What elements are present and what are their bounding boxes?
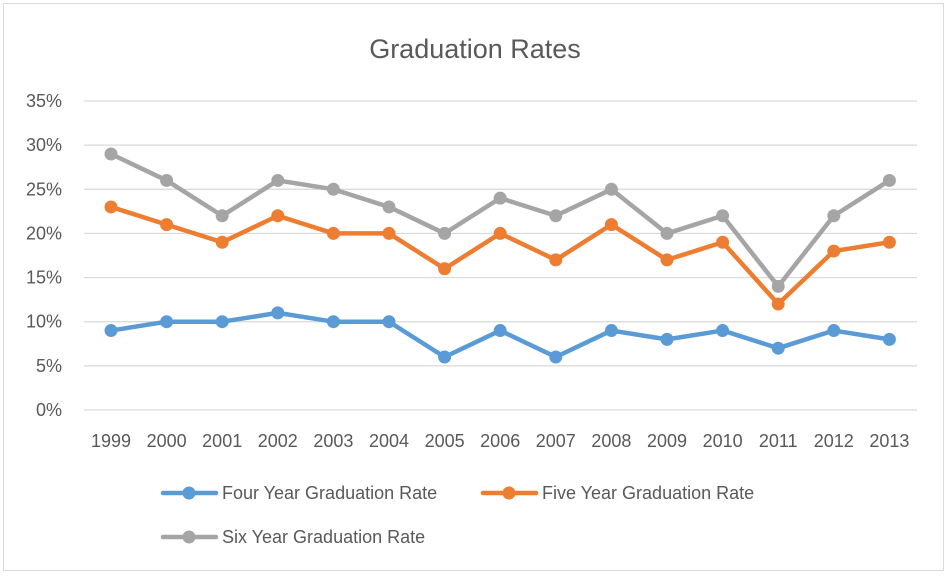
legend: Four Year Graduation Rate Five Year Gradu… xyxy=(160,483,754,547)
data-point xyxy=(271,173,285,187)
x-tick-label: 2012 xyxy=(814,431,854,451)
y-tick-label: 35% xyxy=(26,91,62,111)
data-point xyxy=(215,209,229,223)
data-point xyxy=(604,218,618,232)
data-point xyxy=(104,324,118,338)
data-point xyxy=(438,262,452,276)
data-point xyxy=(382,315,396,329)
data-point xyxy=(771,279,785,293)
data-point xyxy=(493,191,507,205)
x-tick-label: 2007 xyxy=(536,431,576,451)
x-tick-label: 2001 xyxy=(202,431,242,451)
data-point xyxy=(326,226,340,240)
x-tick-label: 1999 xyxy=(91,431,131,451)
chart-title: Graduation Rates xyxy=(369,34,581,64)
x-tick-label: 2008 xyxy=(591,431,631,451)
grid xyxy=(84,100,917,411)
x-tick-label: 2009 xyxy=(647,431,687,451)
data-point xyxy=(160,315,174,329)
data-point xyxy=(604,324,618,338)
x-tick-label: 2011 xyxy=(759,431,798,451)
data-point xyxy=(160,218,174,232)
data-point xyxy=(827,244,841,258)
data-point xyxy=(660,332,674,346)
series-3 xyxy=(104,147,896,293)
data-point xyxy=(215,235,229,249)
y-tick-label: 5% xyxy=(36,356,62,376)
y-axis-ticks: 0% 5% 10% 15% 20% 25% 30% 35% xyxy=(26,91,62,420)
data-point xyxy=(827,209,841,223)
data-point xyxy=(104,147,118,161)
x-tick-label: 2002 xyxy=(258,431,298,451)
x-tick-label: 2000 xyxy=(147,431,187,451)
data-point xyxy=(882,235,896,249)
data-point xyxy=(660,253,674,267)
x-tick-label: 2004 xyxy=(369,431,409,451)
data-point xyxy=(771,297,785,311)
x-axis-ticks: 1999 2000 2001 2002 2003 2004 2005 2006 2007 2008… xyxy=(91,431,909,451)
series-line xyxy=(108,151,892,289)
data-point xyxy=(716,324,730,338)
data-point xyxy=(549,253,563,267)
series-2 xyxy=(104,200,896,311)
legend-swatch-marker xyxy=(502,486,516,500)
x-tick-label: 2003 xyxy=(313,431,353,451)
data-point xyxy=(771,341,785,355)
y-tick-label: 25% xyxy=(26,179,62,199)
data-point xyxy=(549,350,563,364)
legend-swatch-marker xyxy=(182,530,196,544)
data-point xyxy=(215,315,229,329)
x-tick-label: 2005 xyxy=(425,431,465,451)
legend-item: Four Year Graduation Rate xyxy=(160,483,437,503)
data-point xyxy=(326,315,340,329)
data-point xyxy=(271,209,285,223)
series-layer xyxy=(104,147,896,364)
data-point xyxy=(493,226,507,240)
data-point xyxy=(716,209,730,223)
legend-item: Six Year Graduation Rate xyxy=(160,527,425,547)
data-point xyxy=(382,200,396,214)
data-point xyxy=(604,182,618,196)
x-tick-label: 2006 xyxy=(480,431,520,451)
data-point xyxy=(827,324,841,338)
data-point xyxy=(382,226,396,240)
data-point xyxy=(549,209,563,223)
chart-frame xyxy=(3,3,944,571)
y-tick-label: 20% xyxy=(26,223,62,243)
data-point xyxy=(438,226,452,240)
data-point xyxy=(493,324,507,338)
data-point xyxy=(882,173,896,187)
y-tick-label: 0% xyxy=(36,400,62,420)
data-point xyxy=(160,173,174,187)
legend-item: Five Year Graduation Rate xyxy=(480,483,754,503)
legend-label: Four Year Graduation Rate xyxy=(222,483,437,503)
data-point xyxy=(326,182,340,196)
data-point xyxy=(104,200,118,214)
y-tick-label: 10% xyxy=(26,312,62,332)
y-tick-label: 15% xyxy=(26,268,62,288)
x-tick-label: 2010 xyxy=(703,431,743,451)
x-tick-label: 2013 xyxy=(869,431,909,451)
series-1 xyxy=(104,306,896,364)
y-tick-label: 30% xyxy=(26,135,62,155)
legend-label: Six Year Graduation Rate xyxy=(222,527,425,547)
legend-swatch-marker xyxy=(182,486,196,500)
data-point xyxy=(716,235,730,249)
legend-label: Five Year Graduation Rate xyxy=(542,483,754,503)
data-point xyxy=(660,226,674,240)
data-point xyxy=(882,332,896,346)
data-point xyxy=(271,306,285,320)
data-point xyxy=(438,350,452,364)
